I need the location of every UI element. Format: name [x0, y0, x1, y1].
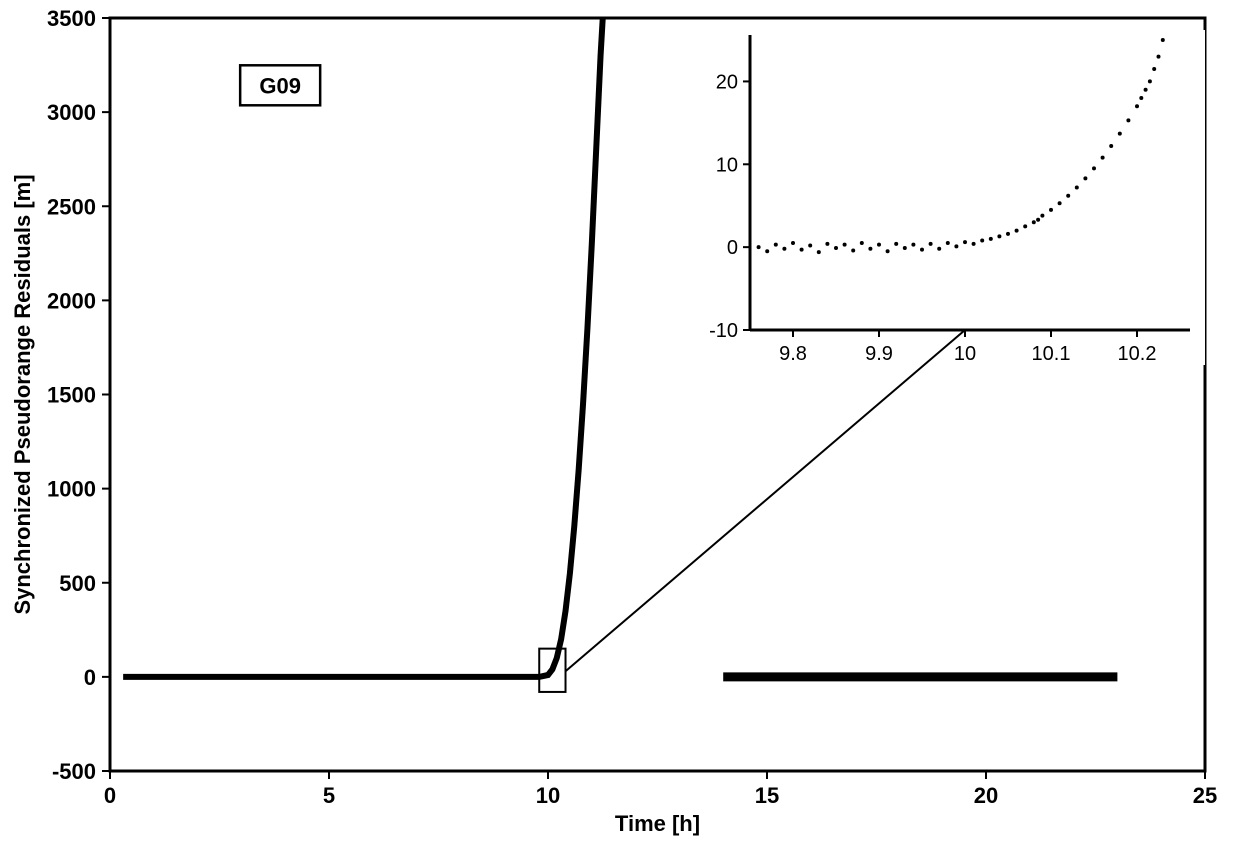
y-tick-label: 2000	[47, 288, 96, 313]
inset-point	[1109, 144, 1113, 148]
inset-point	[825, 242, 829, 246]
x-tick-label: 15	[755, 783, 779, 808]
inset-point	[1006, 232, 1010, 236]
inset-point	[1101, 156, 1105, 160]
inset-point	[1135, 104, 1139, 108]
inset-point	[851, 248, 855, 252]
inset-point	[894, 242, 898, 246]
inset-point	[920, 248, 924, 252]
inset-point	[877, 243, 881, 247]
inset-x-tick-label: 9.8	[779, 343, 807, 365]
inset-x-tick-label: 10	[954, 343, 976, 365]
inset-point	[1032, 220, 1036, 224]
x-tick-label: 20	[974, 783, 998, 808]
inset-point	[1118, 132, 1122, 136]
x-tick-label: 5	[323, 783, 335, 808]
y-tick-label: 2500	[47, 194, 96, 219]
inset-point	[1139, 96, 1143, 100]
inset-point	[1157, 55, 1161, 59]
inset-point	[972, 242, 976, 246]
inset-point	[997, 234, 1001, 238]
inset-point	[963, 240, 967, 244]
y-tick-label: 3500	[47, 6, 96, 31]
inset-point	[808, 243, 812, 247]
inset-point	[757, 245, 761, 249]
inset-point	[1148, 79, 1152, 83]
inset-point	[1023, 224, 1027, 228]
chart-container: 0 5 10 15 20 25 -500 0 500 1000 1500 2000 2500 3000 35…	[0, 0, 1240, 841]
inset-point	[765, 249, 769, 253]
inset-point	[1066, 194, 1070, 198]
inset-point	[782, 247, 786, 251]
y-axis-label: Synchronized Pseudorange Residuals [m]	[10, 174, 35, 614]
inset-background	[740, 30, 1205, 365]
inset-point	[774, 243, 778, 247]
y-tick-label: 0	[84, 665, 96, 690]
x-tick-label: 10	[536, 783, 560, 808]
inset-point	[1092, 166, 1096, 170]
inset-point	[937, 247, 941, 251]
inset-point	[800, 248, 804, 252]
inset-point	[989, 237, 993, 241]
inset-point	[929, 242, 933, 246]
inset-point	[1036, 218, 1040, 222]
inset-x-tick-label: 10.2	[1118, 343, 1157, 365]
inset-point	[903, 246, 907, 250]
inset-point	[1144, 88, 1148, 92]
inset-point	[834, 246, 838, 250]
legend-label: G09	[259, 73, 301, 98]
inset-point	[911, 243, 915, 247]
inset-point	[860, 241, 864, 245]
inset-point	[843, 243, 847, 247]
x-axis-label: Time [h]	[615, 811, 700, 836]
inset-point	[1049, 208, 1053, 212]
x-tick-label: 25	[1193, 783, 1217, 808]
inset-y-tick-label: 10	[716, 154, 738, 176]
inset-point	[868, 247, 872, 251]
inset-point	[1075, 185, 1079, 189]
y-tick-label: 1500	[47, 383, 96, 408]
inset-y-tick-label: 0	[727, 237, 738, 259]
x-tick-label: 0	[104, 783, 116, 808]
y-tick-label: 3000	[47, 100, 96, 125]
y-tick-label: 500	[59, 571, 96, 596]
inset-point	[1126, 118, 1130, 122]
inset-x-tick-label: 10.1	[1032, 343, 1071, 365]
inset-point	[946, 241, 950, 245]
inset-x-tick-label: 9.9	[865, 343, 893, 365]
inset-point	[817, 250, 821, 254]
inset-point	[980, 239, 984, 243]
y-tick-label: -500	[52, 759, 96, 784]
inset-point	[1015, 229, 1019, 233]
inset-point	[886, 249, 890, 253]
y-tick-label: 1000	[47, 477, 96, 502]
inset-y-tick-label: 20	[716, 71, 738, 93]
inset-point	[1058, 201, 1062, 205]
inset-point	[1161, 38, 1165, 42]
inset-point	[791, 241, 795, 245]
inset-point	[1040, 214, 1044, 218]
inset-point	[1152, 67, 1156, 71]
inset-point	[954, 244, 958, 248]
chart-svg: 0 5 10 15 20 25 -500 0 500 1000 1500 2000 2500 3000 35…	[0, 0, 1240, 841]
inset-point	[1083, 176, 1087, 180]
inset-y-tick-label: -10	[709, 320, 738, 342]
